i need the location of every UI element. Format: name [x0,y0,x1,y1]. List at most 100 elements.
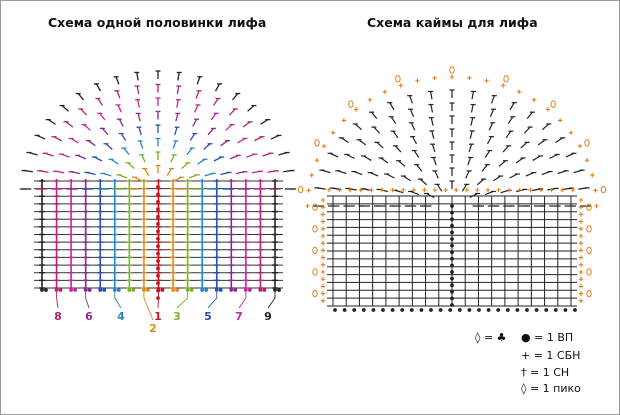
fan-stitch [431,144,436,153]
fan-stitch [470,104,474,113]
chain-stitch [525,308,529,312]
chain-stitch [419,308,424,312]
fan-stitch [526,111,533,120]
sc-plus-icon: + [521,349,531,362]
chain-stitch [450,283,454,288]
fan-stitch [97,98,103,106]
single-crochet [432,187,438,193]
fan-stitch [542,123,550,131]
chain-stitch [258,288,263,292]
column-label: 3 [173,310,181,323]
chain-stitch [400,308,405,312]
chain-stitch [175,288,179,292]
single-crochet [320,298,326,303]
fan-stitch [505,130,512,139]
single-crochet [330,130,336,135]
chain-stitch [127,288,132,292]
fan-stitch [488,122,494,131]
chain-stitch [450,223,454,228]
single-crochet [320,284,326,289]
fan-stitch [329,152,339,158]
chain-stitch [505,308,510,312]
chain-stitch [467,308,472,312]
picot [503,75,509,83]
chain-stitch [156,266,160,271]
column-label: 5 [204,310,212,323]
picot [312,246,318,255]
single-crochet [443,187,448,193]
right-chart-picot-border [297,66,607,303]
fan-stitch [402,175,411,182]
single-crochet [320,255,326,260]
chain-stitch [156,222,160,226]
fan-stitch [515,157,524,164]
fan-stitch [196,76,201,85]
fan-stitch [498,160,506,167]
chain-stitch [486,308,491,312]
single-crochet [517,187,522,193]
fan-stitch [431,130,435,139]
fan-stitch [390,116,397,125]
fan-stitch [470,117,474,126]
chain-stitch [156,199,160,204]
single-crochet [367,97,373,103]
chain-stitch [189,288,194,292]
fan-stitch [426,192,435,199]
single-crochet [549,187,554,193]
fan-stitch [192,118,198,127]
fan-stitch [118,118,124,127]
left-chart-column-labels: 8 6 4 21 3 5 7 9 [54,292,276,335]
chain-stitch [112,288,117,292]
chain-stitch [438,308,443,312]
picot [584,139,590,147]
single-crochet [484,78,489,83]
single-crochet [432,75,437,81]
single-crochet [320,212,326,217]
single-crochet [577,143,583,149]
fan-stitch [509,173,518,179]
fan-stitch [247,105,255,112]
column-label: 2 [149,322,157,335]
picot [312,203,318,211]
legend-item-picot: ◊ = 1 пико [521,382,581,395]
chain-stitch [429,308,433,312]
fan-stitch [471,91,475,100]
fan-stitch [509,102,515,111]
chain-stitch [333,308,337,312]
column-label: 6 [85,310,93,323]
column-label: 1 [154,310,162,323]
fan-stitch [138,126,142,136]
fan-stitch [95,83,102,92]
fan-stitch [476,178,485,186]
single-crochet [578,226,584,231]
fan-stitch [429,91,433,100]
single-crochet [464,187,469,193]
fan-stitch [358,139,367,146]
fan-stitch [461,184,468,192]
fan-stitch [127,162,135,169]
left-chart-fan [19,70,297,190]
chain-stitch [409,308,414,312]
single-crochet [320,219,326,224]
fan-stitch [87,140,96,147]
chain-stitch [450,263,454,268]
fan-stitch [173,176,182,182]
chain-stitch [342,308,347,312]
label-pointer [176,292,189,309]
single-crochet [578,262,584,267]
picot [312,225,318,233]
column-label: 8 [54,310,62,323]
fan-stitch [409,95,414,104]
fan-stitch [70,137,79,144]
picot [586,246,592,255]
single-crochet [590,172,595,178]
single-crochet [454,187,459,193]
legend-dc-text: = 1 СН [530,366,570,379]
chain-stitch [573,308,577,312]
single-crochet [467,75,472,81]
chain-stitch [273,288,277,292]
chain-stitch [69,288,74,292]
chain-stitch [131,288,136,292]
fan-stitch [139,140,144,149]
picot [586,225,592,233]
